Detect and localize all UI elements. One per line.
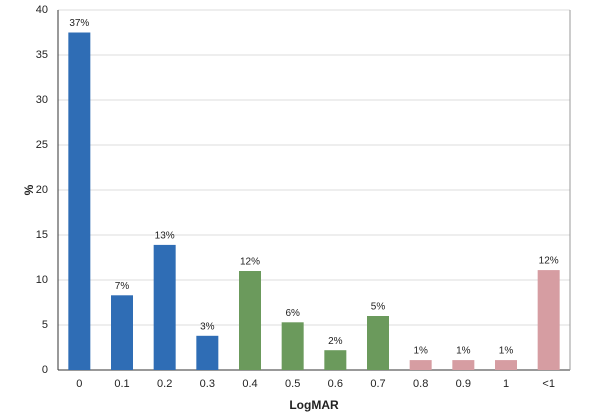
value-label: 7% xyxy=(115,281,130,292)
x-tick-label: 0.8 xyxy=(413,378,428,390)
value-label: 12% xyxy=(539,256,559,267)
value-label: 5% xyxy=(371,302,386,313)
x-tick-label: 0.9 xyxy=(456,378,471,390)
bar xyxy=(324,350,347,370)
x-tick-label: 0.4 xyxy=(242,378,257,390)
y-tick-label: 10 xyxy=(36,274,48,286)
bar xyxy=(495,360,517,370)
y-tick-label: 35 xyxy=(36,49,48,61)
bar xyxy=(239,271,261,370)
bar xyxy=(367,316,389,370)
x-tick-label: 0.5 xyxy=(285,378,300,390)
x-tick-label: 0 xyxy=(76,378,82,390)
value-label: 6% xyxy=(285,308,300,319)
value-label: 2% xyxy=(328,336,343,347)
x-tick-label: 1 xyxy=(503,378,509,390)
x-axis-title: LogMAR xyxy=(289,398,339,412)
y-tick-label: 40 xyxy=(36,4,48,16)
y-tick-label: 0 xyxy=(42,364,48,376)
y-tick-label: 20 xyxy=(36,184,48,196)
bar xyxy=(111,295,133,370)
bar xyxy=(452,360,475,370)
y-tick-label: 5 xyxy=(42,319,48,331)
value-label: 12% xyxy=(240,257,260,268)
bar xyxy=(153,244,176,370)
x-tick-label: <1 xyxy=(542,378,555,390)
y-tick-label: 30 xyxy=(36,94,48,106)
y-tick-label: 25 xyxy=(36,139,48,151)
value-label: 1% xyxy=(413,346,428,357)
value-label: 13% xyxy=(155,231,175,242)
x-tick-label: 0.1 xyxy=(114,378,129,390)
value-label: 1% xyxy=(456,346,471,357)
x-tick-label: 0.2 xyxy=(157,378,172,390)
x-tick-label: 0.7 xyxy=(370,378,385,390)
x-tick-label: 0.3 xyxy=(200,378,215,390)
bar xyxy=(281,322,304,370)
y-tick-label: 15 xyxy=(36,229,48,241)
bar xyxy=(196,335,219,370)
bar xyxy=(537,270,560,370)
x-tick-label: 0.6 xyxy=(328,378,343,390)
value-label: 3% xyxy=(200,321,215,332)
y-axis-title: % xyxy=(22,184,36,195)
value-label: 37% xyxy=(69,18,89,29)
bar xyxy=(68,32,91,370)
value-label: 1% xyxy=(499,346,514,357)
bar xyxy=(409,360,432,370)
